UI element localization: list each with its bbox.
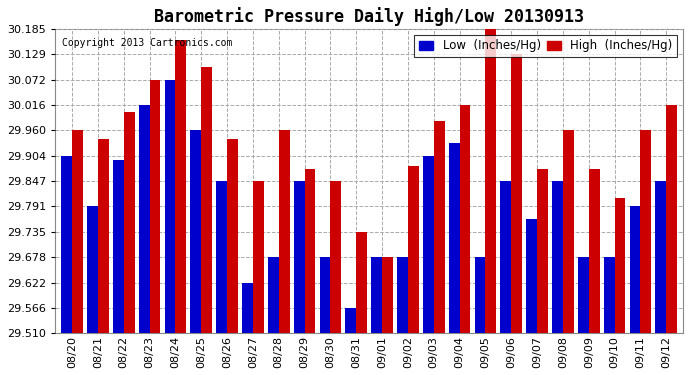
Bar [331,181,342,333]
Bar [227,140,238,333]
Bar [604,257,615,333]
Bar [397,257,408,333]
Bar [552,181,563,333]
Bar [460,105,471,333]
Bar [72,130,83,333]
Bar [268,257,279,333]
Title: Barometric Pressure Daily High/Low 20130913: Barometric Pressure Daily High/Low 20130… [154,7,584,26]
Bar [640,130,651,333]
Bar [434,121,444,333]
Bar [242,283,253,333]
Bar [304,169,315,333]
Bar [150,80,160,333]
Bar [382,257,393,333]
Bar [656,181,667,333]
Bar [578,257,589,333]
Bar [500,181,511,333]
Bar [113,160,124,333]
Bar [537,169,548,333]
Text: Copyright 2013 Cartronics.com: Copyright 2013 Cartronics.com [61,38,232,48]
Legend: Low  (Inches/Hg), High  (Inches/Hg): Low (Inches/Hg), High (Inches/Hg) [414,35,677,57]
Bar [448,143,460,333]
Bar [139,105,150,333]
Bar [279,130,290,333]
Bar [475,257,485,333]
Bar [164,80,175,333]
Bar [216,181,227,333]
Bar [615,198,625,333]
Bar [294,181,304,333]
Bar [253,181,264,333]
Bar [371,257,382,333]
Bar [201,67,212,333]
Bar [356,232,367,333]
Bar [511,54,522,333]
Bar [485,29,496,333]
Bar [124,112,135,333]
Bar [175,40,186,333]
Bar [61,156,72,333]
Bar [563,130,574,333]
Bar [629,207,640,333]
Bar [408,166,419,333]
Bar [346,308,356,333]
Bar [589,169,600,333]
Bar [87,207,98,333]
Bar [667,105,677,333]
Bar [190,130,201,333]
Bar [98,140,109,333]
Bar [423,156,434,333]
Bar [526,219,537,333]
Bar [319,257,331,333]
